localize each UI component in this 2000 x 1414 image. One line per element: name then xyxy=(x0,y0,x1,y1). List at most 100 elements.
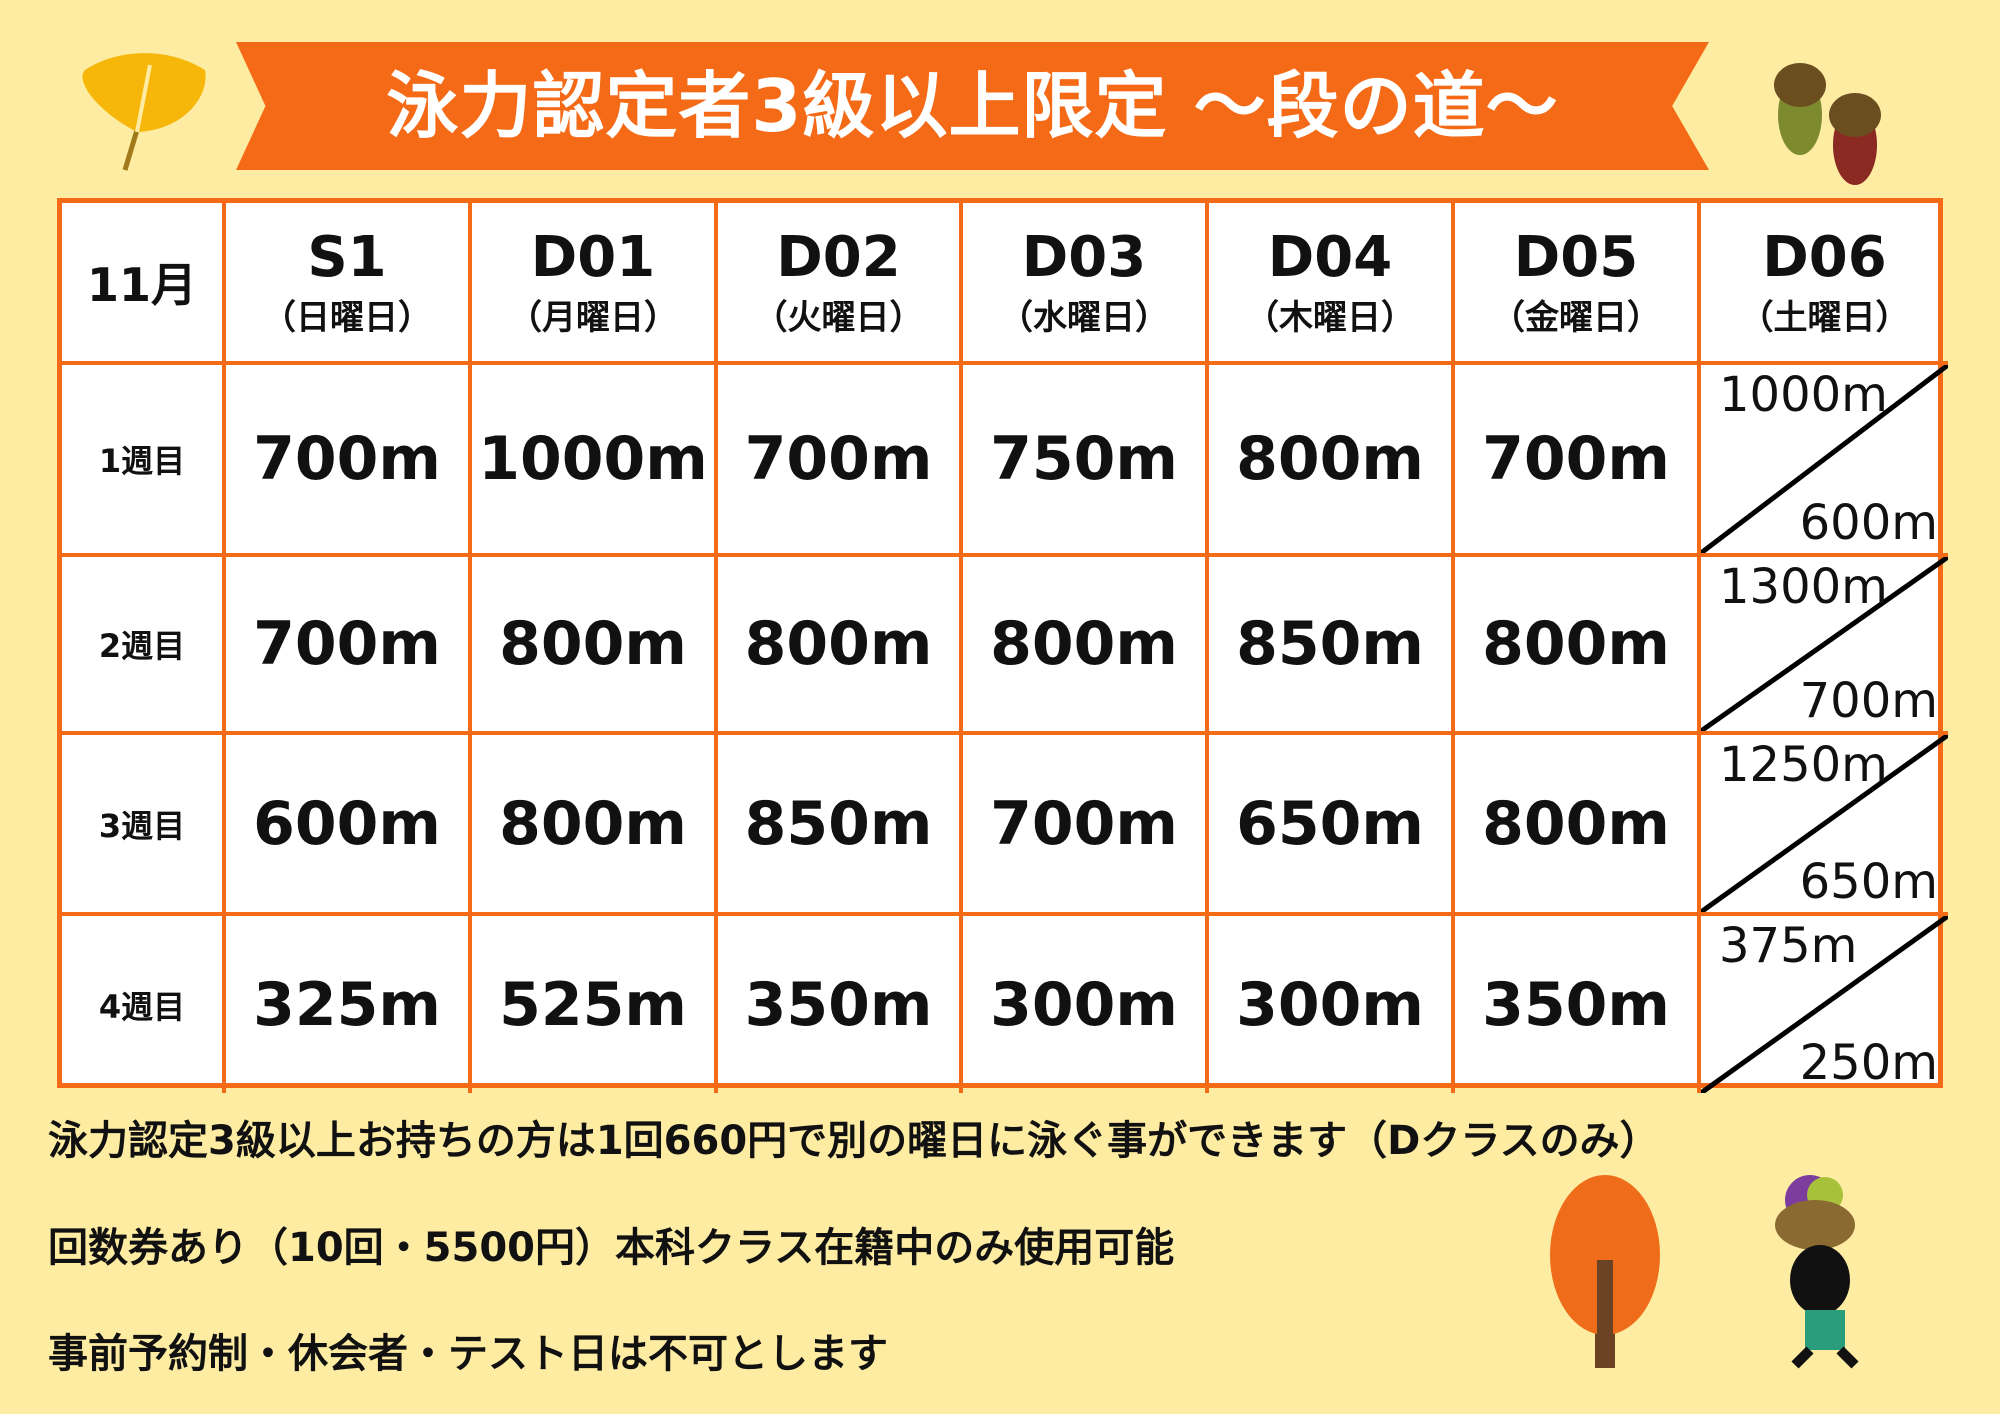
distance-value: 700m xyxy=(253,609,441,679)
column-header: D04 （木曜日） xyxy=(1209,203,1455,365)
distance-value: 850m xyxy=(744,788,933,859)
class-code: D02 xyxy=(776,225,901,290)
note-1: 泳力認定3級以上お持ちの方は1回660円で別の曜日に泳ぐ事ができます（Dクラスの… xyxy=(48,1118,1660,1164)
week-label-cell: 2週目 xyxy=(62,557,226,735)
week-label: 4週目 xyxy=(98,987,186,1026)
distance-value: 350m xyxy=(744,969,933,1040)
split-distance-bottom: 700m xyxy=(1799,673,1938,729)
distance-cell: 300m xyxy=(963,916,1209,1093)
week-label: 2週目 xyxy=(98,627,186,665)
split-distance-top: 375m xyxy=(1719,918,1858,974)
weekday-label: （水曜日） xyxy=(999,298,1169,338)
weekday-label: （月曜日） xyxy=(508,298,678,338)
class-code: D01 xyxy=(530,225,656,290)
class-code: D05 xyxy=(1513,225,1639,290)
distance-cell: 800m xyxy=(963,557,1209,735)
distance-cell: 650m xyxy=(1209,735,1455,916)
distance-cell: 350m xyxy=(1455,916,1701,1093)
distance-cell: 700m xyxy=(226,365,472,557)
distance-cell: 800m xyxy=(472,735,718,916)
column-header: D02 （火曜日） xyxy=(718,203,963,365)
distance-value: 525m xyxy=(499,969,687,1040)
distance-value: 750m xyxy=(990,424,1178,494)
column-header: D05 （金曜日） xyxy=(1455,203,1701,365)
distance-value: 700m xyxy=(253,424,441,494)
split-distance-bottom: 600m xyxy=(1799,495,1938,551)
diagonal-divider xyxy=(1701,916,1948,1093)
distance-cell: 700m xyxy=(963,735,1209,916)
distance-value: 700m xyxy=(744,424,933,494)
diagonal-divider xyxy=(1701,735,1948,912)
split-distance-cell: 375m 250m xyxy=(1701,916,1948,1093)
distance-value: 800m xyxy=(1482,609,1670,679)
week-label: 3週目 xyxy=(98,806,186,845)
split-distance-bottom: 650m xyxy=(1799,854,1938,910)
weekday-label: （木曜日） xyxy=(1245,298,1415,338)
autumn-tree-icon xyxy=(1550,1175,1660,1368)
distance-cell: 300m xyxy=(1209,916,1455,1093)
distance-cell: 350m xyxy=(718,916,963,1093)
week-label-cell: 4週目 xyxy=(62,916,226,1093)
distance-value: 800m xyxy=(499,788,687,859)
distance-cell: 525m xyxy=(472,916,718,1093)
distance-cell: 700m xyxy=(1455,365,1701,557)
week-label-cell: 3週目 xyxy=(62,735,226,916)
distance-cell: 850m xyxy=(1209,557,1455,735)
distance-cell: 800m xyxy=(472,557,718,735)
distance-cell: 600m xyxy=(226,735,472,916)
distance-cell: 1000m xyxy=(472,365,718,557)
distance-cell: 700m xyxy=(718,365,963,557)
column-header: D01 （月曜日） xyxy=(472,203,718,365)
distance-value: 350m xyxy=(1482,969,1670,1040)
distance-value: 800m xyxy=(1482,788,1670,859)
distance-value: 650m xyxy=(1236,788,1424,859)
schedule-table: 11月 S1 （日曜日） D01 （月曜日） D02 （火曜日） D03 （水曜日） D04 （木曜… xyxy=(57,198,1948,1093)
distance-value: 700m xyxy=(990,788,1178,859)
distance-cell: 750m xyxy=(963,365,1209,557)
split-distance-top: 1300m xyxy=(1719,559,1888,615)
week-label: 1週目 xyxy=(98,442,186,480)
distance-value: 800m xyxy=(1236,424,1424,494)
acorns-icon xyxy=(1774,63,1881,185)
distance-cell: 800m xyxy=(1209,365,1455,557)
split-distance-top: 1250m xyxy=(1719,737,1888,793)
page-title: 泳力認定者3級以上限定 〜段の道〜 xyxy=(386,64,1559,148)
weekday-label: （日曜日） xyxy=(262,298,432,338)
split-distance-cell: 1000m 600m xyxy=(1701,365,1948,557)
distance-value: 800m xyxy=(499,609,687,679)
distance-value: 325m xyxy=(253,969,441,1040)
split-distance-bottom: 250m xyxy=(1799,1035,1938,1091)
distance-cell: 325m xyxy=(226,916,472,1093)
header-corner: 11月 xyxy=(62,203,226,365)
distance-cell: 700m xyxy=(226,557,472,735)
class-code: S1 xyxy=(307,225,387,290)
distance-cell: 800m xyxy=(1455,735,1701,916)
title-banner: 泳力認定者3級以上限定 〜段の道〜 xyxy=(236,42,1709,170)
distance-value: 1000m xyxy=(478,424,708,494)
note-2: 回数券あり（10回・5500円）本科クラス在籍中のみ使用可能 xyxy=(48,1225,1175,1271)
weekday-label: （金曜日） xyxy=(1491,298,1661,338)
diagonal-divider xyxy=(1701,365,1948,553)
distance-value: 800m xyxy=(744,609,933,679)
class-code: D06 xyxy=(1762,225,1887,290)
split-distance-cell: 1250m 650m xyxy=(1701,735,1948,916)
column-header: S1 （日曜日） xyxy=(226,203,472,365)
note-3: 事前予約制・休会者・テスト日は不可とします xyxy=(48,1331,888,1377)
week-label-cell: 1週目 xyxy=(62,365,226,557)
column-header: D03 （水曜日） xyxy=(963,203,1209,365)
distance-value: 600m xyxy=(253,788,441,859)
weekday-label: （土曜日） xyxy=(1739,298,1910,338)
character-with-fruit-basket-icon xyxy=(1775,1175,1859,1369)
weekday-label: （火曜日） xyxy=(753,298,924,338)
distance-value: 300m xyxy=(990,969,1178,1040)
split-distance-cell: 1300m 700m xyxy=(1701,557,1948,735)
column-header: D06 （土曜日） xyxy=(1701,203,1948,365)
distance-cell: 850m xyxy=(718,735,963,916)
ginkgo-leaf-icon xyxy=(82,53,206,171)
month-label: 11月 xyxy=(86,258,197,312)
class-code: D03 xyxy=(1021,225,1147,290)
class-code: D04 xyxy=(1267,225,1393,290)
split-distance-top: 1000m xyxy=(1719,367,1888,423)
distance-value: 700m xyxy=(1482,424,1670,494)
distance-value: 800m xyxy=(990,609,1178,679)
